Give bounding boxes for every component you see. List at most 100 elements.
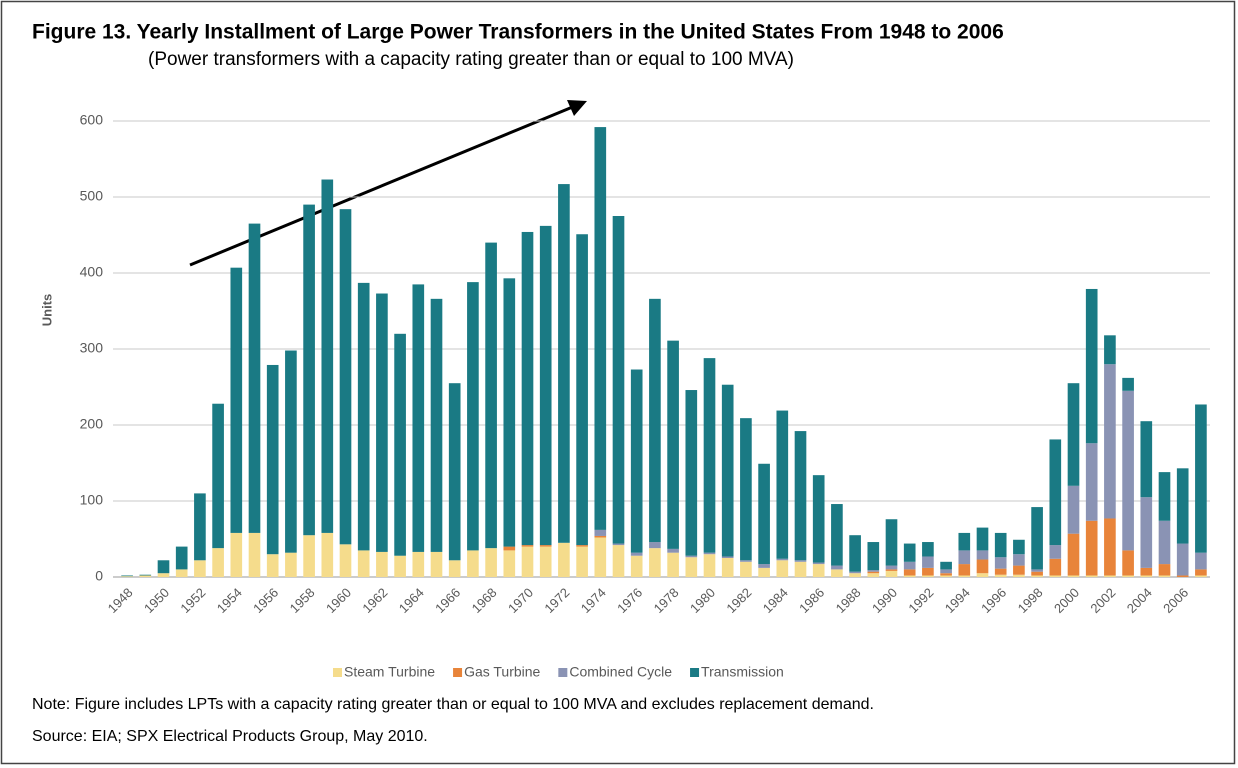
- bar-segment: [357, 282, 370, 551]
- bar-segment: [958, 532, 971, 551]
- legend-label: Transmission: [701, 664, 784, 680]
- bar-segment: [612, 543, 625, 546]
- bar-segment: [1158, 472, 1171, 521]
- bar-segment: [1158, 520, 1171, 565]
- bar-segment: [448, 383, 461, 561]
- bar-segment: [339, 209, 352, 545]
- bar-segment: [1140, 497, 1153, 568]
- bar-segment: [266, 364, 279, 555]
- bar-segment: [1013, 539, 1025, 555]
- bar-segment: [885, 565, 898, 570]
- bar-segment: [922, 556, 934, 568]
- chart-subtitle: (Power transformers with a capacity rati…: [148, 49, 794, 70]
- bar-segment: [1013, 574, 1025, 577]
- source: Source: EIA; SPX Electrical Products Gro…: [32, 728, 428, 745]
- bar-segment: [576, 546, 588, 577]
- bar-segment: [1122, 390, 1134, 551]
- bar-segment: [1158, 564, 1171, 576]
- bar-segment: [485, 242, 497, 549]
- bar-segment: [503, 546, 516, 551]
- bar-segment: [376, 551, 388, 577]
- bar-segment: [1176, 575, 1189, 577]
- bar-segment: [667, 340, 679, 549]
- legend-swatch: [690, 668, 700, 677]
- bar-segment: [139, 575, 152, 577]
- bar-segment: [194, 493, 206, 561]
- bar-segment: [740, 418, 752, 561]
- legend-swatch: [558, 668, 568, 677]
- bar-segment: [303, 535, 315, 577]
- y-tick-label: 100: [80, 492, 104, 508]
- bar-segment: [776, 560, 789, 577]
- bar-segment: [558, 542, 570, 577]
- bar-segment: [539, 225, 552, 546]
- bar-segment: [1013, 565, 1025, 575]
- bar-segment: [503, 550, 516, 577]
- bar-segment: [357, 550, 370, 577]
- bar-segment: [976, 573, 989, 577]
- bar-segment: [685, 390, 698, 556]
- bar-segment: [594, 529, 607, 536]
- bar-segment: [467, 550, 479, 577]
- bar-segment: [394, 333, 406, 556]
- bar-segment: [1031, 569, 1043, 572]
- bar-segment: [539, 546, 552, 577]
- bar-segment: [1067, 485, 1080, 534]
- bar-segment: [266, 554, 279, 577]
- bar-segment: [794, 560, 807, 562]
- bar-segment: [139, 574, 152, 576]
- bar-segment: [1176, 468, 1189, 544]
- bar-segment: [594, 537, 607, 577]
- bar-segment: [885, 569, 898, 571]
- bar-segment: [1049, 545, 1062, 559]
- bar-segment: [903, 561, 916, 570]
- bar-segment: [867, 571, 880, 574]
- bar-segment: [1140, 575, 1153, 577]
- bar-segment: [1085, 288, 1098, 444]
- bar-segment: [1104, 575, 1116, 577]
- bar-segment: [1104, 364, 1116, 519]
- bar-segment: [576, 234, 588, 546]
- bar-segment: [1104, 335, 1116, 365]
- bar-segment: [685, 557, 698, 577]
- bar-segment: [922, 542, 934, 557]
- bar-segment: [958, 564, 971, 576]
- bar-segment: [758, 564, 770, 568]
- bar-segment: [1140, 421, 1153, 498]
- bar-segment: [1122, 575, 1134, 577]
- bar-segment: [649, 548, 661, 577]
- bar-segment: [849, 535, 861, 572]
- chart-title: Figure 13. Yearly Installment of Large P…: [32, 21, 1004, 44]
- bar-segment: [903, 575, 916, 577]
- bar-segment: [976, 559, 989, 574]
- bar-segment: [521, 545, 534, 547]
- bar-segment: [1031, 575, 1043, 577]
- bar-segment: [430, 551, 443, 577]
- bar-segment: [940, 569, 952, 574]
- bar-segment: [175, 569, 188, 577]
- bar-segment: [1085, 443, 1098, 521]
- bar-segment: [721, 558, 734, 577]
- y-tick-label: 500: [80, 188, 104, 204]
- bar-segment: [812, 564, 825, 577]
- bar-segment: [121, 575, 133, 577]
- bar-segment: [649, 298, 661, 543]
- bar-segment: [867, 542, 880, 571]
- bar-segment: [467, 282, 479, 551]
- bar-segment: [121, 576, 133, 577]
- bar-segment: [922, 575, 934, 577]
- bar-segment: [867, 570, 880, 572]
- bar-segment: [194, 560, 206, 577]
- bar-segment: [376, 293, 388, 552]
- bar-segment: [1049, 558, 1062, 576]
- bar-segment: [740, 561, 752, 577]
- y-axis-label: Units: [39, 294, 54, 327]
- bar-segment: [594, 535, 607, 538]
- bar-segment: [1195, 575, 1207, 577]
- bar-segment: [903, 543, 916, 562]
- bar-segment: [339, 544, 352, 577]
- bar-segment: [248, 223, 261, 533]
- bar-segment: [685, 555, 698, 558]
- bar-segment: [230, 532, 243, 577]
- bar-segment: [667, 548, 679, 553]
